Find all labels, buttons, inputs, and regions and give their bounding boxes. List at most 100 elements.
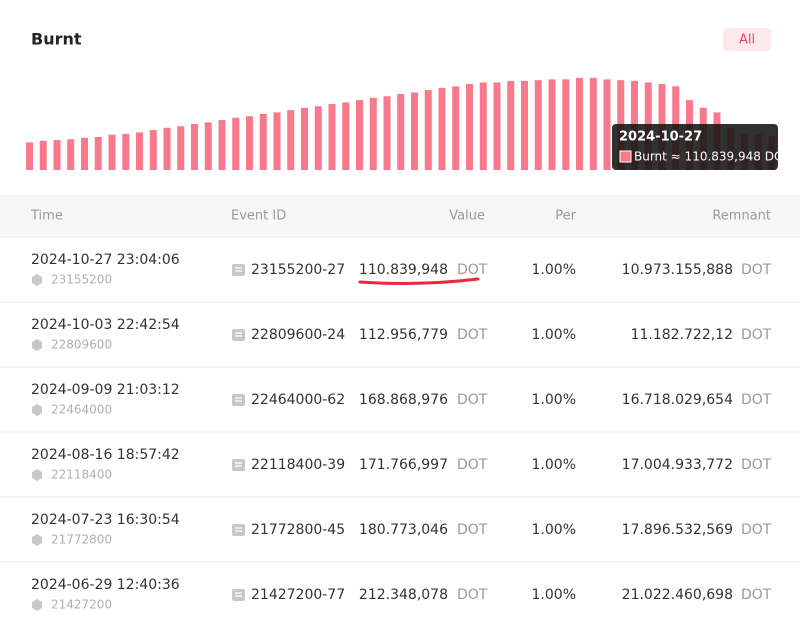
block-icon bbox=[32, 339, 42, 351]
event-icon bbox=[232, 264, 245, 276]
block-icon bbox=[32, 469, 42, 481]
bar bbox=[479, 82, 487, 170]
remnant: 10.973.155,888 bbox=[622, 262, 733, 278]
filter-button[interactable]: All bbox=[739, 33, 755, 48]
bar bbox=[149, 130, 157, 170]
remnant-unit: DOT bbox=[741, 262, 772, 278]
bar bbox=[232, 117, 240, 170]
block: 21427200 bbox=[51, 598, 112, 612]
bar bbox=[108, 134, 116, 170]
table-header-bg bbox=[0, 195, 800, 237]
bar bbox=[191, 123, 198, 170]
remnant: 16.718.029,654 bbox=[622, 392, 733, 408]
remnant: 21.022.460,698 bbox=[622, 587, 733, 603]
event-id: 22464000-62 bbox=[251, 392, 345, 408]
event-icon bbox=[232, 459, 245, 471]
event-icon bbox=[232, 589, 245, 601]
value: 212.348,078 bbox=[359, 587, 448, 603]
per: 1.00% bbox=[532, 587, 576, 603]
block-icon bbox=[32, 274, 42, 286]
bar bbox=[177, 126, 185, 170]
event-icon bbox=[232, 524, 245, 536]
remnant-unit: DOT bbox=[741, 587, 772, 603]
event-icon-lines bbox=[235, 332, 242, 337]
bar bbox=[39, 140, 47, 170]
value: 168.868,976 bbox=[359, 392, 448, 408]
block-icon bbox=[32, 534, 42, 546]
column-header: Remnant bbox=[712, 209, 771, 224]
remnant-unit: DOT bbox=[741, 457, 772, 473]
value-unit: DOT bbox=[457, 587, 488, 603]
highlight-underline bbox=[358, 277, 480, 285]
time: 2024-08-16 18:57:42 bbox=[31, 447, 180, 463]
remnant-unit: DOT bbox=[741, 327, 772, 343]
event-id: 21772800-45 bbox=[251, 522, 345, 538]
bar bbox=[287, 110, 295, 170]
bar bbox=[301, 107, 308, 170]
tooltip-text: Burnt ≈ 110.839,948 DOT bbox=[634, 150, 791, 164]
bar bbox=[369, 97, 377, 170]
bar bbox=[259, 113, 267, 170]
value: 171.766,997 bbox=[359, 457, 448, 473]
bar bbox=[314, 106, 322, 170]
tooltip-date: 2024-10-27 bbox=[619, 130, 702, 145]
event-id: 21427200-77 bbox=[251, 587, 345, 603]
column-header: Time bbox=[30, 209, 63, 224]
bar bbox=[342, 102, 350, 170]
per: 1.00% bbox=[532, 262, 576, 278]
bar bbox=[534, 80, 542, 170]
bar bbox=[383, 96, 391, 170]
bar bbox=[466, 83, 473, 170]
bar bbox=[136, 132, 143, 170]
per: 1.00% bbox=[532, 327, 576, 343]
block-icon bbox=[32, 599, 42, 611]
bar bbox=[26, 142, 33, 170]
bar bbox=[493, 82, 501, 170]
block: 22809600 bbox=[51, 338, 112, 352]
event-icon-lines bbox=[235, 592, 242, 597]
bar bbox=[507, 80, 515, 170]
bar bbox=[548, 79, 556, 170]
remnant-unit: DOT bbox=[741, 392, 772, 408]
bar bbox=[424, 90, 432, 170]
bar bbox=[163, 127, 171, 170]
event-icon bbox=[232, 394, 245, 406]
per: 1.00% bbox=[532, 522, 576, 538]
remnant: 17.004.933,772 bbox=[622, 457, 733, 473]
remnant-unit: DOT bbox=[741, 522, 772, 538]
value: 112.956,779 bbox=[359, 327, 448, 343]
value-unit: DOT bbox=[457, 392, 488, 408]
bar bbox=[356, 100, 363, 170]
bar bbox=[246, 116, 253, 170]
time: 2024-07-23 16:30:54 bbox=[31, 512, 180, 528]
bar bbox=[204, 122, 212, 170]
per: 1.00% bbox=[532, 457, 576, 473]
bar bbox=[328, 103, 336, 170]
per: 1.00% bbox=[532, 392, 576, 408]
event-icon-lines bbox=[235, 267, 242, 272]
time: 2024-10-03 22:42:54 bbox=[31, 317, 180, 333]
column-header: Per bbox=[555, 209, 576, 224]
bar bbox=[521, 80, 528, 170]
value-unit: DOT bbox=[457, 522, 488, 538]
event-icon-lines bbox=[235, 462, 242, 467]
time: 2024-06-29 12:40:36 bbox=[31, 577, 180, 593]
bar bbox=[81, 137, 88, 170]
block: 22464000 bbox=[51, 403, 112, 417]
bar bbox=[589, 77, 597, 170]
value-unit: DOT bbox=[457, 457, 488, 473]
bar bbox=[576, 77, 583, 170]
remnant: 11.182.722,12 bbox=[631, 327, 733, 343]
bar bbox=[603, 79, 611, 170]
filter-button-bg[interactable] bbox=[723, 28, 771, 51]
block: 22118400 bbox=[51, 468, 112, 482]
remnant: 17.896.532,569 bbox=[622, 522, 733, 538]
event-id: 22118400-39 bbox=[251, 457, 345, 473]
column-header: Value bbox=[449, 209, 485, 224]
block: 23155200 bbox=[51, 273, 112, 287]
time: 2024-10-27 23:04:06 bbox=[31, 252, 180, 268]
value-unit: DOT bbox=[457, 327, 488, 343]
bar bbox=[411, 92, 418, 170]
value: 110.839,948 bbox=[359, 262, 448, 278]
